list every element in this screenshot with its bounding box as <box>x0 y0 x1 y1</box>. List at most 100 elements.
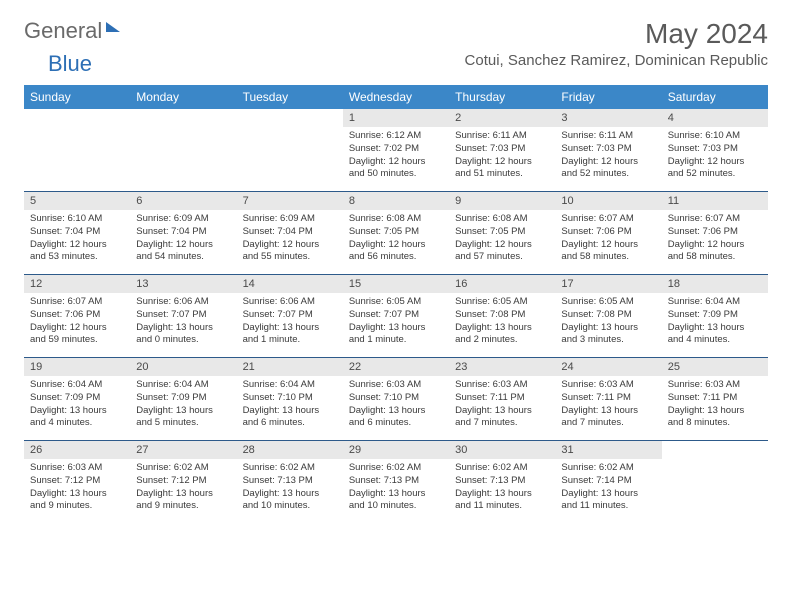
sunrise-text: Sunrise: 6:04 AM <box>243 379 337 392</box>
day-number: 5 <box>24 192 130 210</box>
day-cell: 24Sunrise: 6:03 AMSunset: 7:11 PMDayligh… <box>555 358 661 440</box>
day-cell: 6Sunrise: 6:09 AMSunset: 7:04 PMDaylight… <box>130 192 236 274</box>
day-number: 13 <box>130 275 236 293</box>
daylight-text: Daylight: 13 hours and 5 minutes. <box>136 405 230 431</box>
sunrise-text: Sunrise: 6:04 AM <box>668 296 762 309</box>
day-details: Sunrise: 6:11 AMSunset: 7:03 PMDaylight:… <box>555 127 661 184</box>
sunrise-text: Sunrise: 6:11 AM <box>455 130 549 143</box>
day-details: Sunrise: 6:03 AMSunset: 7:12 PMDaylight:… <box>24 459 130 516</box>
day-cell: 17Sunrise: 6:05 AMSunset: 7:08 PMDayligh… <box>555 275 661 357</box>
sunrise-text: Sunrise: 6:04 AM <box>30 379 124 392</box>
logo-text-general: General <box>24 18 102 44</box>
day-details: Sunrise: 6:06 AMSunset: 7:07 PMDaylight:… <box>130 293 236 350</box>
day-cell: 3Sunrise: 6:11 AMSunset: 7:03 PMDaylight… <box>555 109 661 191</box>
day-header: Saturday <box>662 85 768 109</box>
day-details: Sunrise: 6:11 AMSunset: 7:03 PMDaylight:… <box>449 127 555 184</box>
sunset-text: Sunset: 7:05 PM <box>349 226 443 239</box>
sunset-text: Sunset: 7:03 PM <box>561 143 655 156</box>
day-cell: 20Sunrise: 6:04 AMSunset: 7:09 PMDayligh… <box>130 358 236 440</box>
sunset-text: Sunset: 7:07 PM <box>243 309 337 322</box>
day-cell: 29Sunrise: 6:02 AMSunset: 7:13 PMDayligh… <box>343 441 449 523</box>
daylight-text: Daylight: 13 hours and 6 minutes. <box>349 405 443 431</box>
sunset-text: Sunset: 7:04 PM <box>30 226 124 239</box>
daylight-text: Daylight: 13 hours and 7 minutes. <box>561 405 655 431</box>
sunrise-text: Sunrise: 6:07 AM <box>668 213 762 226</box>
empty-day <box>130 109 236 128</box>
day-details: Sunrise: 6:04 AMSunset: 7:09 PMDaylight:… <box>24 376 130 433</box>
logo: General <box>24 18 122 44</box>
day-details: Sunrise: 6:04 AMSunset: 7:10 PMDaylight:… <box>237 376 343 433</box>
day-details: Sunrise: 6:03 AMSunset: 7:11 PMDaylight:… <box>662 376 768 433</box>
sunrise-text: Sunrise: 6:03 AM <box>455 379 549 392</box>
day-details: Sunrise: 6:02 AMSunset: 7:14 PMDaylight:… <box>555 459 661 516</box>
day-header: Monday <box>130 85 236 109</box>
day-number: 3 <box>555 109 661 127</box>
day-cell: 28Sunrise: 6:02 AMSunset: 7:13 PMDayligh… <box>237 441 343 523</box>
day-details: Sunrise: 6:03 AMSunset: 7:11 PMDaylight:… <box>555 376 661 433</box>
day-cell: 13Sunrise: 6:06 AMSunset: 7:07 PMDayligh… <box>130 275 236 357</box>
day-details: Sunrise: 6:02 AMSunset: 7:13 PMDaylight:… <box>343 459 449 516</box>
sunset-text: Sunset: 7:10 PM <box>243 392 337 405</box>
day-number: 1 <box>343 109 449 127</box>
month-title: May 2024 <box>465 18 768 50</box>
day-number: 26 <box>24 441 130 459</box>
daylight-text: Daylight: 12 hours and 53 minutes. <box>30 239 124 265</box>
day-number: 31 <box>555 441 661 459</box>
day-number: 25 <box>662 358 768 376</box>
day-details: Sunrise: 6:08 AMSunset: 7:05 PMDaylight:… <box>343 210 449 267</box>
sunset-text: Sunset: 7:09 PM <box>30 392 124 405</box>
daylight-text: Daylight: 13 hours and 10 minutes. <box>349 488 443 514</box>
day-headers-row: SundayMondayTuesdayWednesdayThursdayFrid… <box>24 85 768 109</box>
day-header: Wednesday <box>343 85 449 109</box>
daylight-text: Daylight: 13 hours and 11 minutes. <box>561 488 655 514</box>
day-cell <box>662 441 768 523</box>
daylight-text: Daylight: 13 hours and 1 minute. <box>349 322 443 348</box>
day-number: 11 <box>662 192 768 210</box>
day-details: Sunrise: 6:04 AMSunset: 7:09 PMDaylight:… <box>662 293 768 350</box>
calendar-page: General May 2024 Cotui, Sanchez Ramirez,… <box>0 0 792 541</box>
day-details: Sunrise: 6:07 AMSunset: 7:06 PMDaylight:… <box>662 210 768 267</box>
day-number: 30 <box>449 441 555 459</box>
sunrise-text: Sunrise: 6:07 AM <box>561 213 655 226</box>
sunrise-text: Sunrise: 6:10 AM <box>668 130 762 143</box>
day-header: Tuesday <box>237 85 343 109</box>
day-number: 22 <box>343 358 449 376</box>
day-cell: 18Sunrise: 6:04 AMSunset: 7:09 PMDayligh… <box>662 275 768 357</box>
sunset-text: Sunset: 7:13 PM <box>243 475 337 488</box>
day-cell: 26Sunrise: 6:03 AMSunset: 7:12 PMDayligh… <box>24 441 130 523</box>
sunset-text: Sunset: 7:02 PM <box>349 143 443 156</box>
sunset-text: Sunset: 7:07 PM <box>349 309 443 322</box>
day-details: Sunrise: 6:02 AMSunset: 7:13 PMDaylight:… <box>449 459 555 516</box>
day-number: 28 <box>237 441 343 459</box>
daylight-text: Daylight: 12 hours and 55 minutes. <box>243 239 337 265</box>
day-number: 23 <box>449 358 555 376</box>
sunset-text: Sunset: 7:09 PM <box>668 309 762 322</box>
daylight-text: Daylight: 12 hours and 50 minutes. <box>349 156 443 182</box>
empty-day <box>237 109 343 128</box>
empty-day <box>24 109 130 128</box>
daylight-text: Daylight: 13 hours and 9 minutes. <box>136 488 230 514</box>
sunset-text: Sunset: 7:10 PM <box>349 392 443 405</box>
day-cell: 22Sunrise: 6:03 AMSunset: 7:10 PMDayligh… <box>343 358 449 440</box>
day-cell: 14Sunrise: 6:06 AMSunset: 7:07 PMDayligh… <box>237 275 343 357</box>
day-cell <box>130 109 236 191</box>
day-header: Sunday <box>24 85 130 109</box>
daylight-text: Daylight: 13 hours and 9 minutes. <box>30 488 124 514</box>
week-row: 1Sunrise: 6:12 AMSunset: 7:02 PMDaylight… <box>24 109 768 192</box>
sunset-text: Sunset: 7:11 PM <box>455 392 549 405</box>
daylight-text: Daylight: 13 hours and 8 minutes. <box>668 405 762 431</box>
day-details: Sunrise: 6:06 AMSunset: 7:07 PMDaylight:… <box>237 293 343 350</box>
sunrise-text: Sunrise: 6:07 AM <box>30 296 124 309</box>
logo-text-blue: Blue <box>48 51 92 76</box>
day-cell: 9Sunrise: 6:08 AMSunset: 7:05 PMDaylight… <box>449 192 555 274</box>
daylight-text: Daylight: 12 hours and 51 minutes. <box>455 156 549 182</box>
daylight-text: Daylight: 12 hours and 56 minutes. <box>349 239 443 265</box>
day-cell: 8Sunrise: 6:08 AMSunset: 7:05 PMDaylight… <box>343 192 449 274</box>
sunset-text: Sunset: 7:06 PM <box>668 226 762 239</box>
day-cell: 2Sunrise: 6:11 AMSunset: 7:03 PMDaylight… <box>449 109 555 191</box>
sunset-text: Sunset: 7:13 PM <box>349 475 443 488</box>
day-cell: 1Sunrise: 6:12 AMSunset: 7:02 PMDaylight… <box>343 109 449 191</box>
day-number: 14 <box>237 275 343 293</box>
sunrise-text: Sunrise: 6:08 AM <box>455 213 549 226</box>
day-details: Sunrise: 6:08 AMSunset: 7:05 PMDaylight:… <box>449 210 555 267</box>
